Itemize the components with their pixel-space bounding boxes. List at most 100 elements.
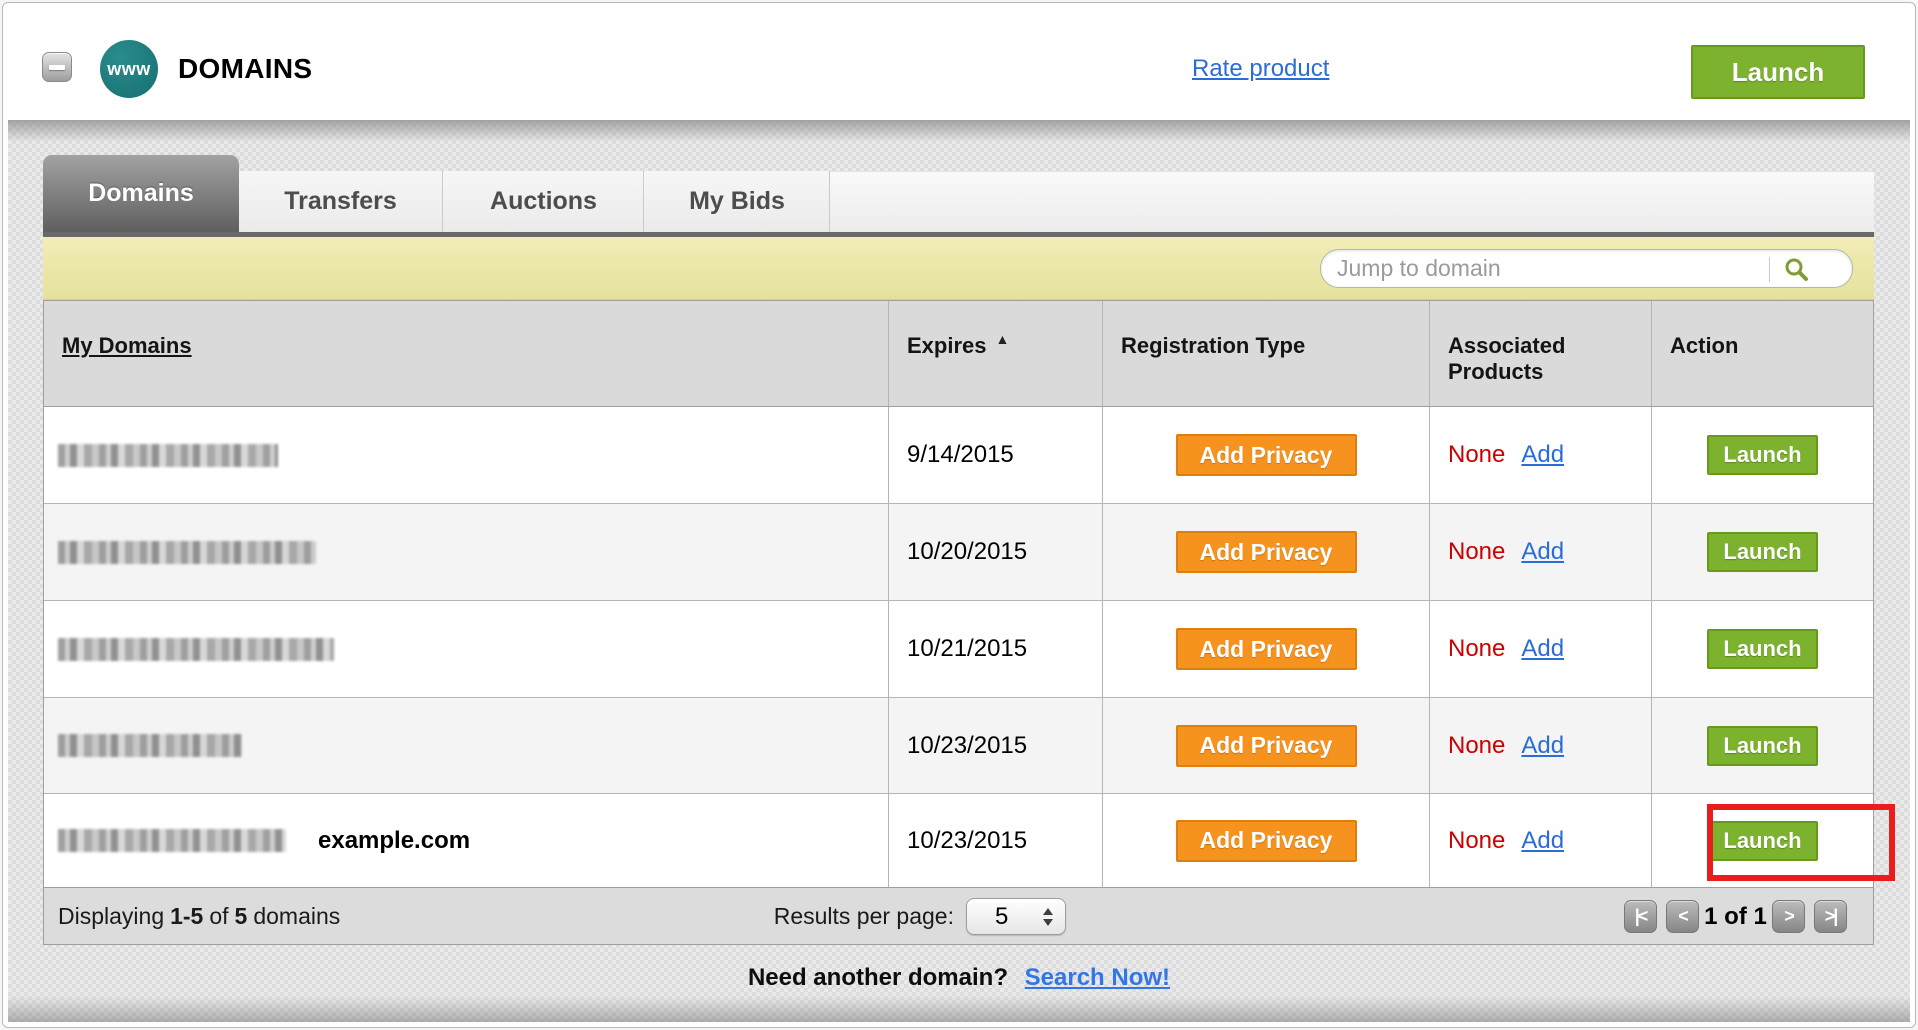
associated-none-label: None (1448, 635, 1506, 662)
expires-sort-link[interactable]: Expires (907, 333, 987, 358)
stepper-icon (1043, 907, 1053, 926)
column-header-registration-type: Registration Type (1103, 301, 1430, 406)
rate-product-link[interactable]: Rate product (1192, 55, 1330, 82)
header-launch-button[interactable]: Launch (1691, 45, 1865, 99)
registration-cell: Add Privacy (1103, 504, 1430, 600)
add-product-link[interactable]: Add (1521, 826, 1565, 854)
add-privacy-button[interactable]: Add Privacy (1175, 724, 1357, 767)
associated-cell: None Add (1430, 794, 1652, 887)
add-privacy-button[interactable]: Add Privacy (1175, 434, 1357, 476)
action-cell: Launch (1652, 504, 1873, 600)
associated-none-label: None (1448, 441, 1506, 468)
expires-cell: 10/23/2015 (889, 698, 1103, 793)
action-cell: Launch (1652, 601, 1873, 697)
launch-button[interactable]: Launch (1707, 725, 1818, 766)
table-footer: Displaying 1-5 of 5 domains Results per … (44, 887, 1873, 944)
search-box (1320, 249, 1853, 288)
launch-button[interactable]: Launch (1707, 532, 1818, 572)
tab-auctions[interactable]: Auctions (444, 171, 644, 232)
add-product-link[interactable]: Add (1521, 441, 1565, 468)
minus-icon (49, 64, 65, 70)
associated-cell: None Add (1430, 504, 1652, 600)
associated-none-label: None (1448, 731, 1506, 759)
pagination-prev-button[interactable]: < (1666, 900, 1699, 933)
pagination-next-button[interactable]: > (1772, 900, 1805, 933)
displaying-status: Displaying 1-5 of 5 domains (58, 902, 341, 929)
tab-underline-bar (43, 232, 1874, 237)
table-header-row: My Domains Expires ▲ Registration Type A… (44, 301, 1873, 407)
results-per-page-label: Results per page: (773, 902, 954, 929)
action-cell: Launch (1652, 407, 1873, 503)
tab-strip: Domains Transfers Auctions My Bids (43, 155, 1874, 237)
associated-cell: None Add (1430, 407, 1652, 503)
add-privacy-button[interactable]: Add Privacy (1175, 819, 1357, 862)
associated-none-label: None (1448, 826, 1506, 854)
add-privacy-button[interactable]: Add Privacy (1175, 628, 1357, 670)
launch-button[interactable]: Launch (1707, 820, 1818, 861)
column-header-associated-products: Associated Products (1430, 301, 1652, 406)
add-product-link[interactable]: Add (1521, 731, 1565, 759)
domain-annotation: example.com (318, 826, 471, 854)
action-cell: Launch (1652, 698, 1873, 793)
results-per-page-value: 5 (995, 902, 1009, 930)
registration-cell: Add Privacy (1103, 601, 1430, 697)
tab-domains[interactable]: Domains (43, 155, 239, 232)
tab-my-bids[interactable]: My Bids (645, 171, 830, 232)
search-now-link[interactable]: Search Now! (1024, 964, 1171, 991)
registration-cell: Add Privacy (1103, 407, 1430, 503)
table-row: 9/14/2015 Add Privacy None Add Launch (44, 407, 1873, 504)
add-privacy-button[interactable]: Add Privacy (1175, 531, 1357, 573)
pagination-first-button[interactable]: |< (1624, 900, 1657, 933)
domain-cell: example.com (44, 794, 889, 887)
action-cell: Launch (1652, 794, 1895, 887)
table-row: 10/23/2015 Add Privacy None Add Launch (44, 698, 1873, 794)
column-header-my-domains: My Domains (44, 301, 889, 406)
redacted-domain-name (58, 829, 286, 852)
collapse-button[interactable] (42, 52, 72, 82)
domains-table: My Domains Expires ▲ Registration Type A… (43, 300, 1895, 945)
search-input[interactable] (1337, 252, 1757, 285)
redacted-domain-name (58, 734, 242, 757)
add-product-link[interactable]: Add (1521, 635, 1565, 662)
redacted-domain-name (58, 637, 334, 661)
pagination-status: 1 of 1 (1704, 902, 1767, 930)
column-header-action: Action (1670, 333, 1739, 358)
stepper-up-icon (1043, 907, 1053, 915)
search-divider (1769, 257, 1770, 282)
stepper-down-icon (1043, 918, 1053, 926)
search-bar (43, 237, 1874, 300)
table-row: 10/20/2015 Add Privacy None Add Launch (44, 504, 1873, 601)
domain-cell (44, 504, 889, 600)
launch-button[interactable]: Launch (1707, 629, 1818, 669)
sort-ascending-icon: ▲ (995, 331, 1010, 347)
bottom-prompt: Need another domain? Search Now! (3, 964, 1915, 992)
expires-cell: 10/21/2015 (889, 601, 1103, 697)
column-header-expires: Expires ▲ (889, 301, 1103, 406)
product-icon-label: www (107, 58, 151, 79)
results-per-page-select[interactable]: 5 (966, 898, 1066, 935)
domain-cell (44, 601, 889, 697)
registration-cell: Add Privacy (1103, 794, 1430, 887)
tab-transfers[interactable]: Transfers (239, 171, 443, 232)
table-row: example.com 10/23/2015 Add Privacy None … (44, 794, 1895, 887)
registration-cell: Add Privacy (1103, 698, 1430, 793)
associated-none-label: None (1448, 538, 1506, 565)
expires-cell: 10/23/2015 (889, 794, 1103, 887)
pagination-last-button[interactable]: >| (1814, 900, 1847, 933)
table-row: 10/21/2015 Add Privacy None Add Launch (44, 601, 1873, 698)
app-header: www DOMAINS Rate product Launch (8, 8, 1910, 120)
expires-cell: 10/20/2015 (889, 504, 1103, 600)
domain-cell (44, 407, 889, 503)
www-product-icon: www (100, 40, 158, 98)
launch-button[interactable]: Launch (1707, 435, 1818, 475)
expires-cell: 9/14/2015 (889, 407, 1103, 503)
add-product-link[interactable]: Add (1521, 538, 1565, 565)
redacted-domain-name (58, 540, 316, 564)
my-domains-sort-link[interactable]: My Domains (62, 333, 192, 358)
associated-cell: None Add (1430, 601, 1652, 697)
search-icon[interactable] (1782, 256, 1812, 284)
redacted-domain-name (58, 443, 278, 467)
domain-cell (44, 698, 889, 793)
need-domain-text: Need another domain? (747, 964, 1008, 991)
